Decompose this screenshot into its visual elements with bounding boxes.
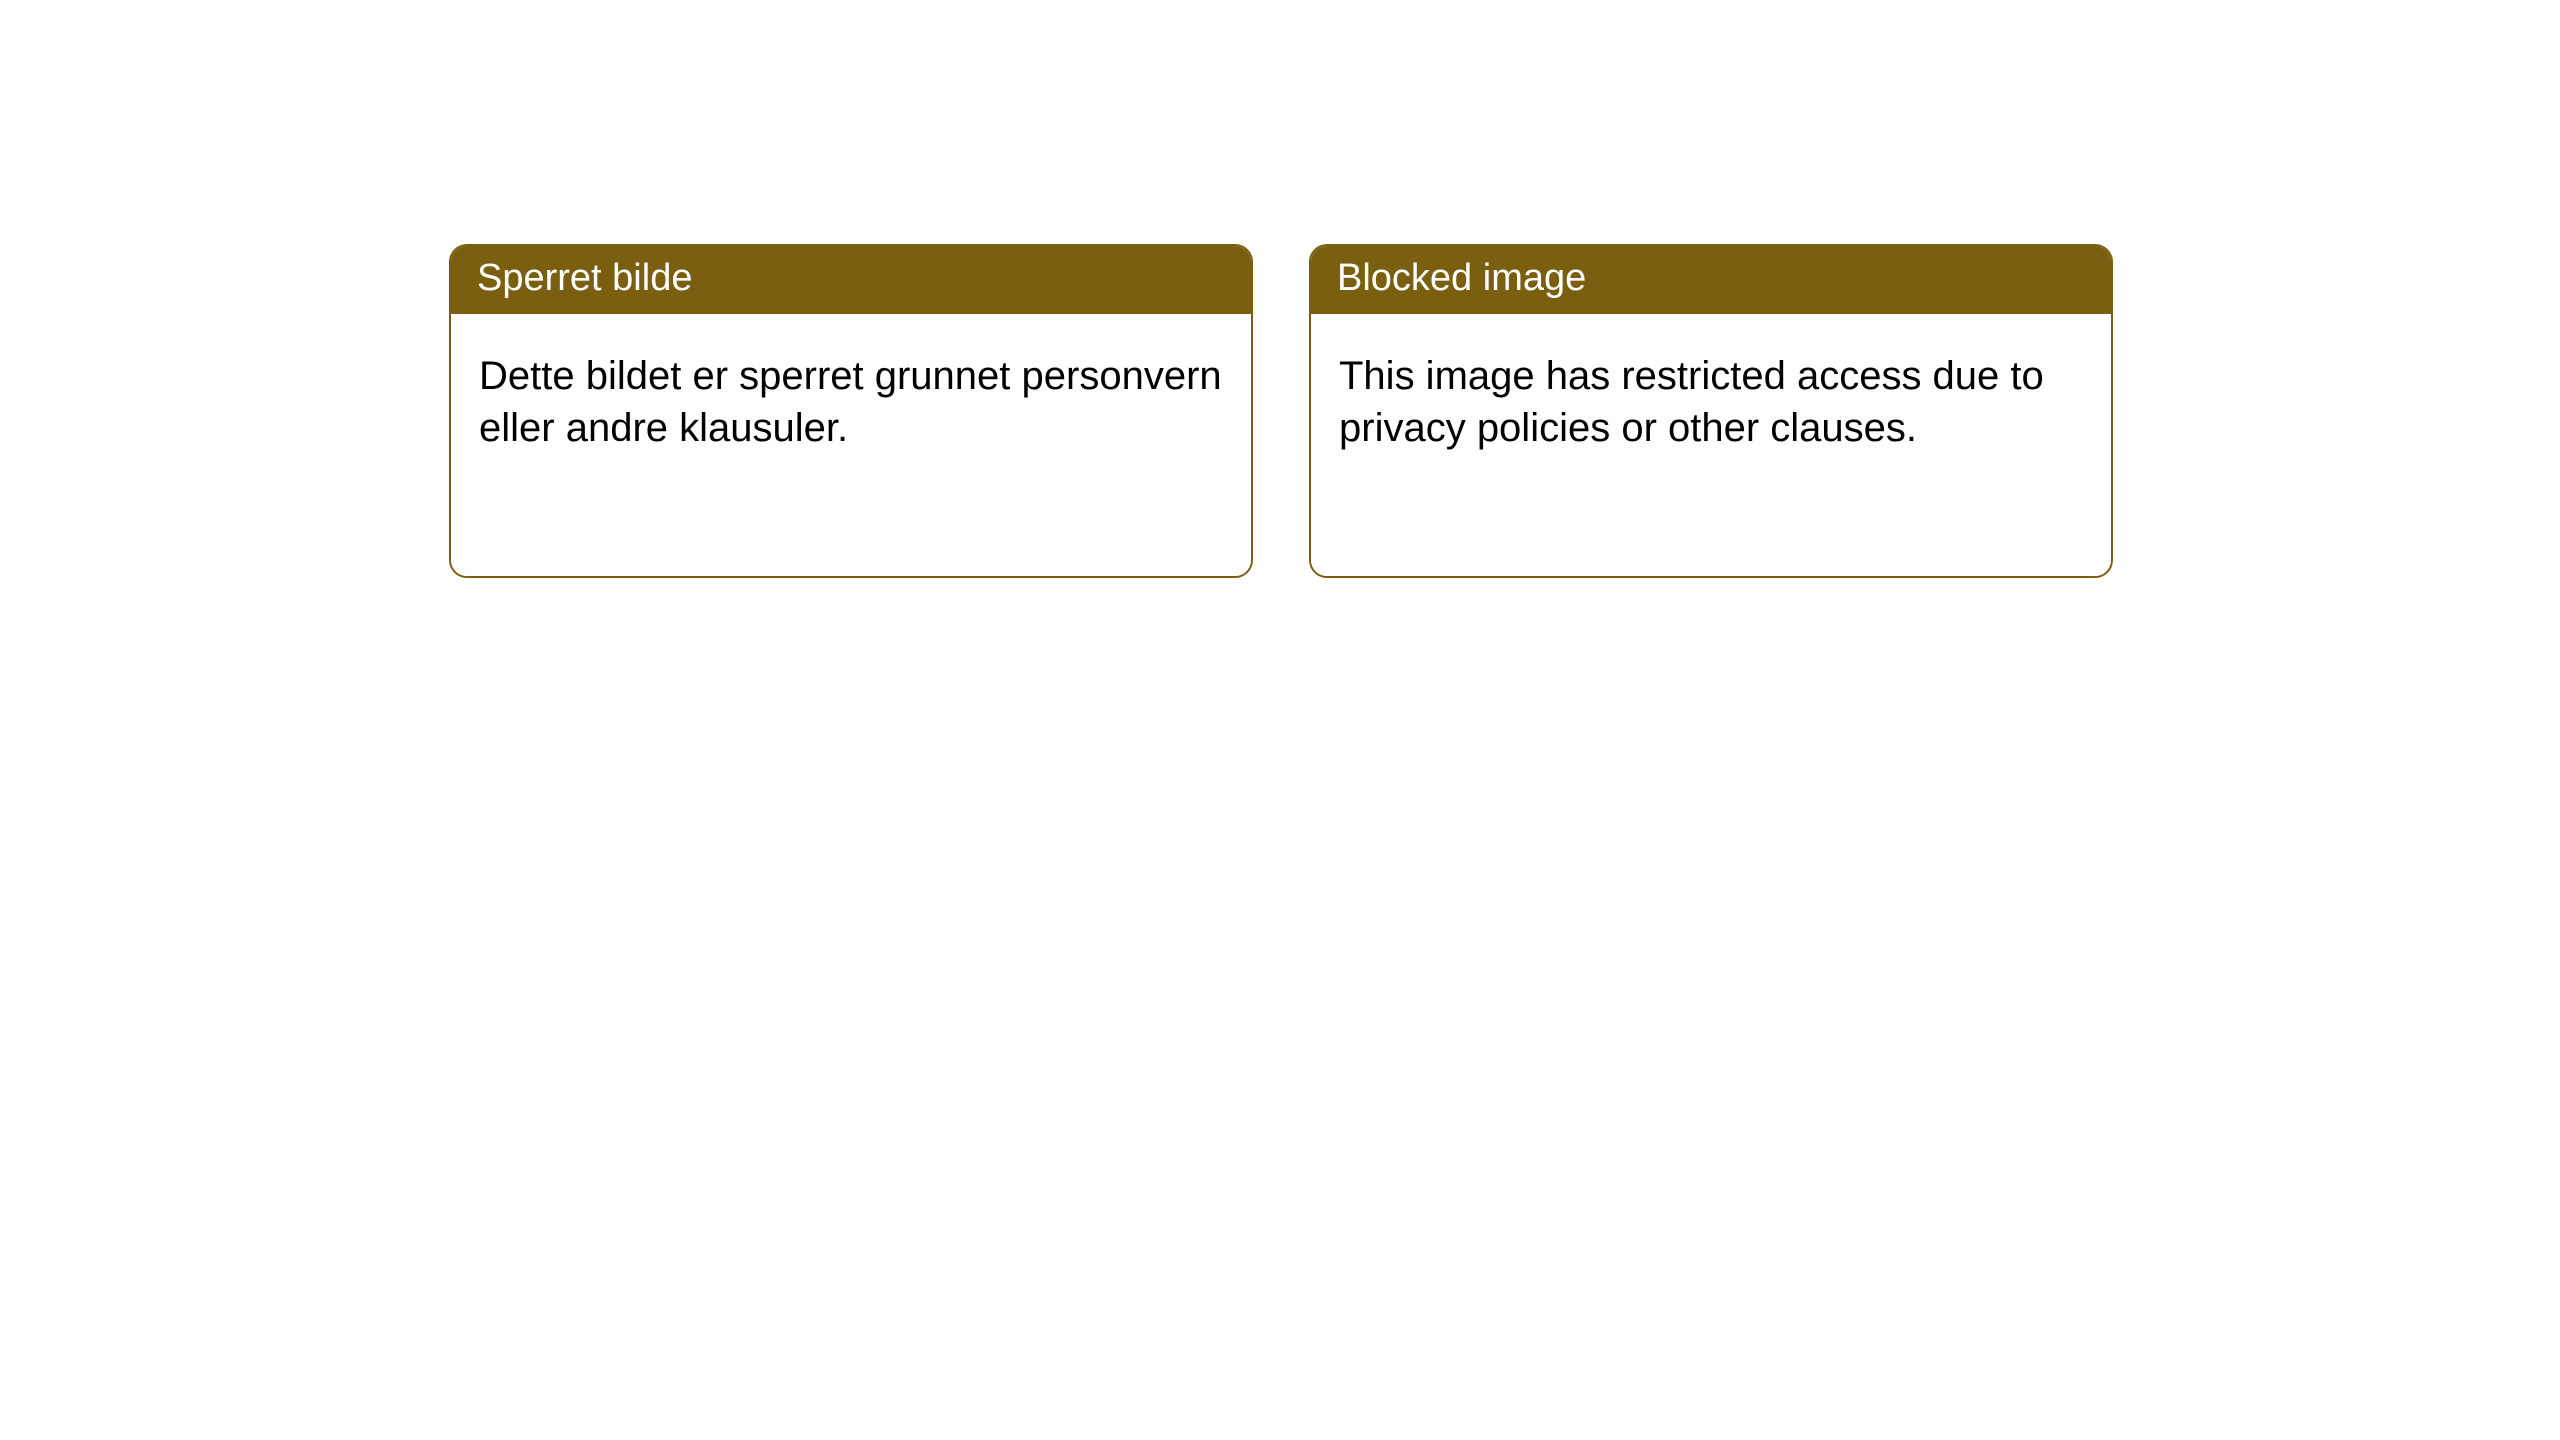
info-card-norwegian: Sperret bilde Dette bildet er sperret gr… [449, 244, 1253, 578]
card-body: Dette bildet er sperret grunnet personve… [451, 314, 1251, 576]
info-card-english: Blocked image This image has restricted … [1309, 244, 2113, 578]
info-cards-container: Sperret bilde Dette bildet er sperret gr… [449, 244, 2560, 578]
card-body: This image has restricted access due to … [1311, 314, 2111, 576]
card-header: Blocked image [1311, 246, 2111, 314]
card-header: Sperret bilde [451, 246, 1251, 314]
